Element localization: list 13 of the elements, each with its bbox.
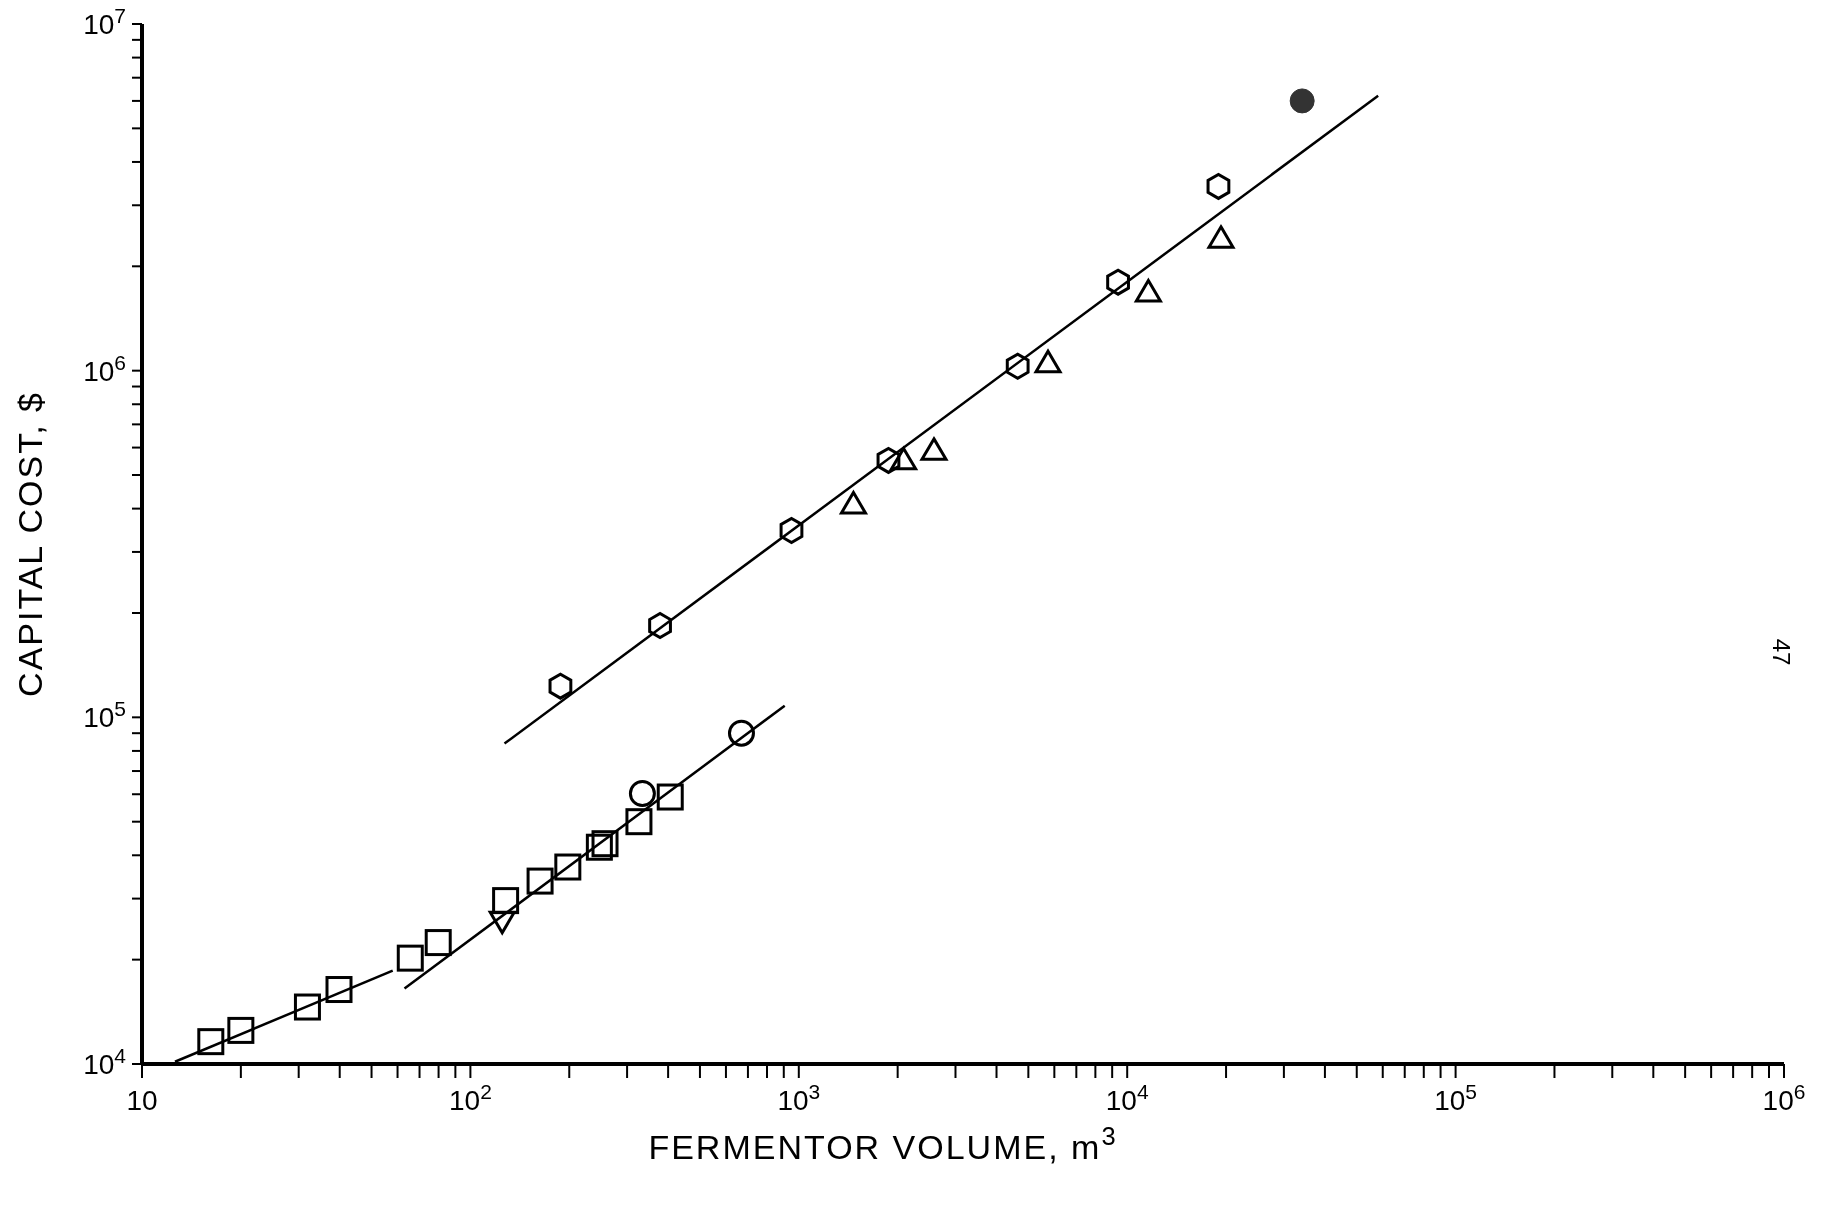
- x-tick-label: 10$^{5}$: [1434, 1079, 1478, 1116]
- annotation: 47: [1767, 638, 1796, 666]
- y-axis-title: CAPITAL COST, $: [11, 391, 49, 697]
- x-tick-label: 10$^{4}$: [1105, 1079, 1149, 1116]
- y-tick-label: 10$^{4}$: [83, 1043, 127, 1080]
- x-tick-label: 10$^{2}$: [448, 1079, 492, 1116]
- x-axis-title: FERMENTOR VOLUME, m$^{3}$: [648, 1122, 1118, 1166]
- x-tick-label: 10: [126, 1085, 158, 1116]
- x-tick-label: 10$^{3}$: [777, 1079, 821, 1116]
- y-tick-label: 10$^{5}$: [83, 696, 126, 734]
- y-tick-label: 10$^{6}$: [83, 350, 126, 387]
- y-tick-label: 10$^{7}$: [83, 3, 126, 40]
- x-tick-label: 10$^{6}$: [1762, 1079, 1806, 1116]
